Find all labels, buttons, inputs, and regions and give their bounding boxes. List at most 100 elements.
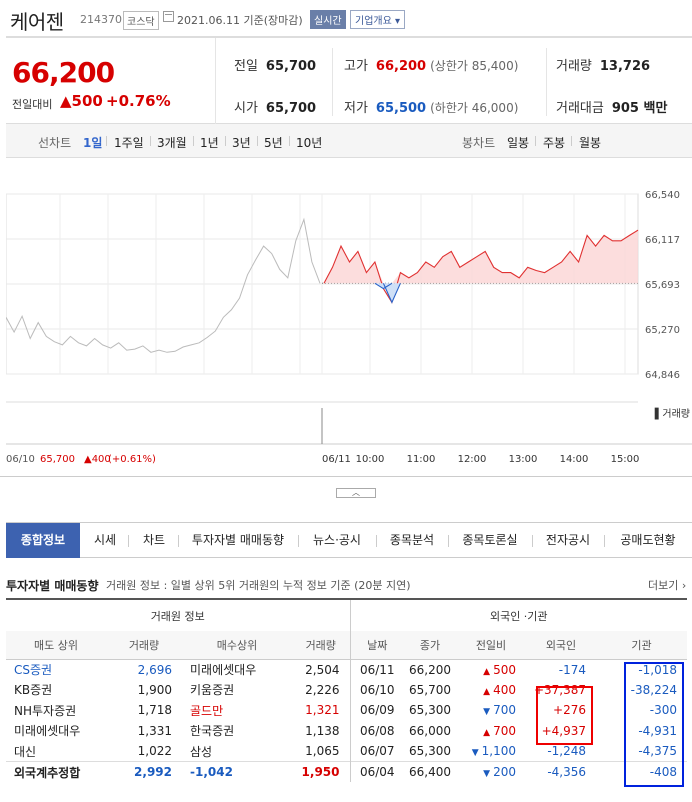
- divider: [178, 535, 179, 547]
- tab-chart[interactable]: 차트: [142, 533, 166, 547]
- period-3y[interactable]: 3년: [232, 136, 251, 150]
- change-label: 전일대비: [12, 98, 53, 111]
- foreign-sum-label: 외국계추정합: [6, 761, 106, 782]
- buy-broker[interactable]: 삼성: [190, 744, 213, 759]
- stock-code: 214370: [80, 13, 122, 26]
- prev-day-date: 06/10: [6, 454, 35, 465]
- daily-close: 65,700: [409, 682, 451, 697]
- daily-close: 65,300: [409, 703, 451, 718]
- chart-collapse-toggle[interactable]: ︿: [336, 488, 376, 498]
- buy-qty: 1,065: [305, 744, 340, 758]
- quote-panel: 66,200 전일대비 ▲500 +0.76% 전일 65,700 고가 66,20…: [6, 36, 692, 124]
- sell-broker[interactable]: CS증권: [14, 663, 53, 677]
- prev-day-price: 65,700: [40, 454, 75, 465]
- y-tick-label: 64,846: [645, 370, 680, 381]
- stock-header: 케어젠 214370 코스닥 2021.06.11 기준(장마감) 실시간 기업…: [0, 0, 692, 36]
- divider: [448, 535, 449, 547]
- sell-broker[interactable]: 대신: [14, 744, 37, 759]
- daily-diff: 700: [483, 724, 516, 738]
- table-row: 미래에셋대우 1,331 한국증권 1,138 06/08 66,000 700…: [6, 720, 687, 741]
- sell-broker[interactable]: KB증권: [14, 683, 53, 698]
- x-tick-label: 11:00: [407, 454, 436, 465]
- x-tick-label: 15:00: [611, 454, 640, 465]
- candle-daily[interactable]: 일봉: [507, 136, 530, 150]
- daily-inst: -408: [596, 761, 687, 782]
- x-tick-label: 14:00: [560, 454, 589, 465]
- foreign-sum-sell: 2,992: [106, 761, 182, 782]
- x-tick-label: 13:00: [509, 454, 538, 465]
- highlight-box-red: [536, 686, 593, 745]
- divider: [546, 48, 547, 116]
- table-row: 대신 1,022 삼성 1,065 06/07 65,300 1,100 -1,…: [6, 741, 687, 762]
- buy-qty: 1,321: [305, 703, 340, 718]
- price-change-pct: +0.76%: [106, 92, 171, 110]
- prev-day-line: [6, 217, 321, 353]
- y-tick-label: 65,270: [645, 325, 680, 336]
- daily-date: 06/09: [349, 700, 404, 721]
- period-3m[interactable]: 3개월: [157, 136, 187, 150]
- col-foreign: 외국인: [526, 631, 596, 660]
- period-1d[interactable]: 1일: [83, 136, 103, 150]
- sell-broker[interactable]: NH투자증권: [14, 703, 77, 718]
- buy-qty: 1,138: [305, 723, 340, 738]
- chart-period-bar: 선차트 1일 1주일 3개월 1년 3년 5년 10년 봉차트 일봉 주봉 월봉: [6, 124, 692, 158]
- trade-amount: 거래대금 905 백만: [556, 101, 668, 116]
- daily-date: 06/10: [349, 679, 404, 700]
- realtime-button[interactable]: 실시간: [310, 10, 346, 29]
- daily-foreign: -1,248: [547, 744, 586, 758]
- daily-inst: -4,375: [638, 744, 677, 758]
- divider: [257, 136, 258, 146]
- period-5y[interactable]: 5년: [264, 136, 283, 150]
- daily-close: 66,200: [409, 662, 451, 677]
- tab-discussion[interactable]: 종목토론실: [462, 533, 518, 547]
- tab-price[interactable]: 시세: [93, 533, 117, 547]
- candle-monthly[interactable]: 월봉: [579, 136, 602, 150]
- daily-inst: -1,018: [638, 662, 677, 677]
- buy-broker[interactable]: 미래에셋대우: [190, 663, 257, 677]
- tab-disclosure[interactable]: 전자공시: [545, 533, 591, 547]
- col-buy-qty: 거래량: [292, 631, 350, 660]
- daily-inst: -4,931: [638, 723, 677, 738]
- today-fill-up: [324, 230, 638, 284]
- stock-tabs: 종합정보 시세 차트 투자자별 매매동향 뉴스·공시 종목분석 종목토론실 전자…: [6, 522, 692, 558]
- daily-date: 06/11: [349, 659, 404, 680]
- y-tick-label: 66,117: [645, 235, 680, 246]
- volume: 거래량 13,726: [556, 59, 651, 74]
- foreign-sum-net: -1,042: [182, 761, 292, 782]
- period-1y[interactable]: 1년: [200, 136, 219, 150]
- daily-diff: 400: [483, 683, 516, 697]
- more-link[interactable]: 더보기 ›: [648, 579, 687, 592]
- period-1w[interactable]: 1주일: [114, 136, 144, 150]
- sell-qty: 1,022: [137, 744, 172, 758]
- tab-short-selling[interactable]: 공매도현황: [620, 533, 676, 547]
- tab-overview[interactable]: 종합정보: [6, 523, 80, 558]
- divider: [532, 535, 533, 547]
- buy-broker[interactable]: 한국증권: [190, 724, 235, 739]
- daily-close: 65,300: [409, 744, 451, 758]
- divider: [332, 48, 333, 116]
- y-tick-label: 65,693: [645, 280, 680, 291]
- prev-day-change-pct: (+0.61%): [108, 454, 156, 465]
- candle-weekly[interactable]: 주봉: [543, 136, 566, 150]
- divider: [150, 136, 151, 146]
- divider: [571, 136, 572, 146]
- daily-date: 06/07: [349, 741, 404, 762]
- daily-inst: -300: [649, 703, 677, 718]
- col-sell-top: 매도 상위: [6, 631, 106, 660]
- volume-label: ▌거래량: [654, 407, 690, 420]
- intraday-chart[interactable]: 66,540 66,117 65,693 65,270 64,846 ▌거래량 06/11 1…: [6, 176, 692, 468]
- tab-investor[interactable]: 투자자별 매매동향: [191, 533, 285, 547]
- x-tick-label: 12:00: [458, 454, 487, 465]
- calendar-icon: [163, 11, 174, 22]
- tab-news[interactable]: 뉴스·공시: [313, 533, 361, 547]
- buy-broker[interactable]: 골드만: [190, 703, 224, 718]
- sell-qty: 2,696: [137, 662, 172, 677]
- market-badge: 코스닥: [123, 11, 159, 30]
- sell-broker[interactable]: 미래에셋대우: [14, 724, 81, 739]
- daily-close: 66,000: [409, 723, 451, 738]
- tab-analysis[interactable]: 종목분석: [389, 533, 435, 547]
- period-10y[interactable]: 10년: [296, 136, 323, 150]
- company-overview-button[interactable]: 기업개요 ▾: [350, 10, 405, 29]
- buy-broker[interactable]: 키움증권: [190, 683, 235, 698]
- x-tick-label: 10:00: [356, 454, 385, 465]
